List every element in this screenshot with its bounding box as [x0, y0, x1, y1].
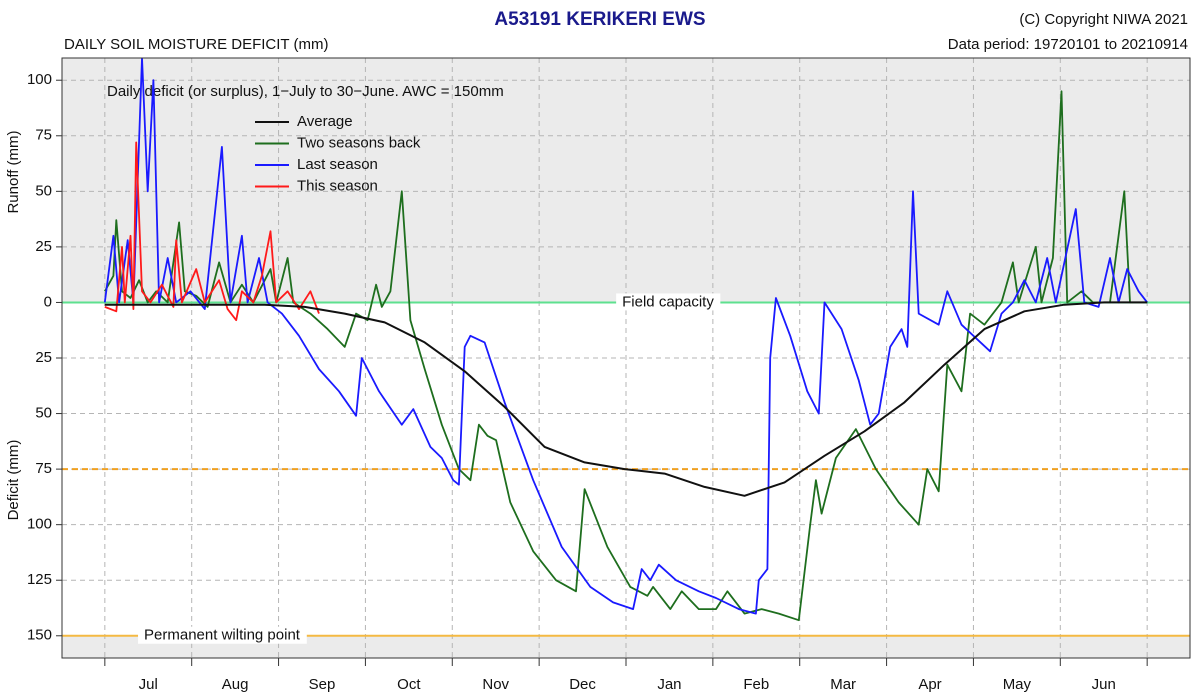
x-tick-label: Dec [569, 676, 596, 693]
x-tick-label: Jun [1092, 676, 1116, 693]
legend-label: Average [297, 113, 353, 130]
y-tick-label: 150 [27, 627, 52, 644]
y-axis-label: Runoff (mm) [5, 130, 22, 213]
copyright: (C) Copyright NIWA 2021 [1019, 11, 1188, 28]
series-line [104, 90, 1148, 622]
y-tick-label: 100 [27, 71, 52, 88]
y-tick-label: 100 [27, 516, 52, 533]
y-tick-label: 125 [27, 571, 52, 588]
annotation: Daily deficit (or surplus), 1−July to 30… [107, 83, 504, 100]
chart-subtitle: DAILY SOIL MOISTURE DEFICIT (mm) [64, 36, 328, 53]
x-tick-label: Nov [482, 676, 509, 693]
x-tick-label: Jul [139, 676, 158, 693]
x-tick-label: Oct [397, 676, 421, 693]
data-period: Data period: 19720101 to 20210914 [948, 36, 1188, 53]
reference-label-bg [138, 626, 307, 644]
legend-label: This season [297, 177, 378, 194]
reference-label: Permanent wilting point [144, 627, 301, 644]
x-tick-label: Mar [830, 676, 856, 693]
y-tick-label: 25 [35, 238, 52, 255]
series-line [103, 58, 1148, 615]
series-line [104, 141, 320, 322]
x-tick-label: Apr [918, 676, 941, 693]
y-tick-label: 75 [35, 460, 52, 477]
reference-label-bg [616, 293, 721, 311]
y-tick-label: 50 [35, 182, 52, 199]
series-line [104, 301, 1148, 497]
y-tick-label: 0 [44, 293, 52, 310]
y-axis-label: Deficit (mm) [5, 440, 22, 521]
plot-lines [103, 58, 1148, 622]
y-tick-label: 75 [35, 127, 52, 144]
x-tick-label: Aug [222, 676, 249, 693]
x-tick-label: Sep [309, 676, 336, 693]
x-tick-label: Jan [657, 676, 681, 693]
plot-frame [61, 57, 1191, 659]
y-tick-label: 50 [35, 405, 52, 422]
reference-label: Field capacity [622, 293, 714, 310]
legend-label: Two seasons back [297, 134, 421, 151]
x-tick-label: May [1003, 676, 1032, 693]
legend-label: Last season [297, 156, 378, 173]
x-tick-label: Feb [743, 676, 769, 693]
chart-title: A53191 KERIKERI EWS [494, 9, 705, 30]
y-tick-label: 25 [35, 349, 52, 366]
